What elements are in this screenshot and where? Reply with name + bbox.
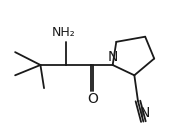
Text: O: O	[87, 92, 98, 106]
Text: N: N	[140, 106, 150, 120]
Text: N: N	[108, 50, 118, 64]
Text: NH₂: NH₂	[52, 26, 76, 39]
